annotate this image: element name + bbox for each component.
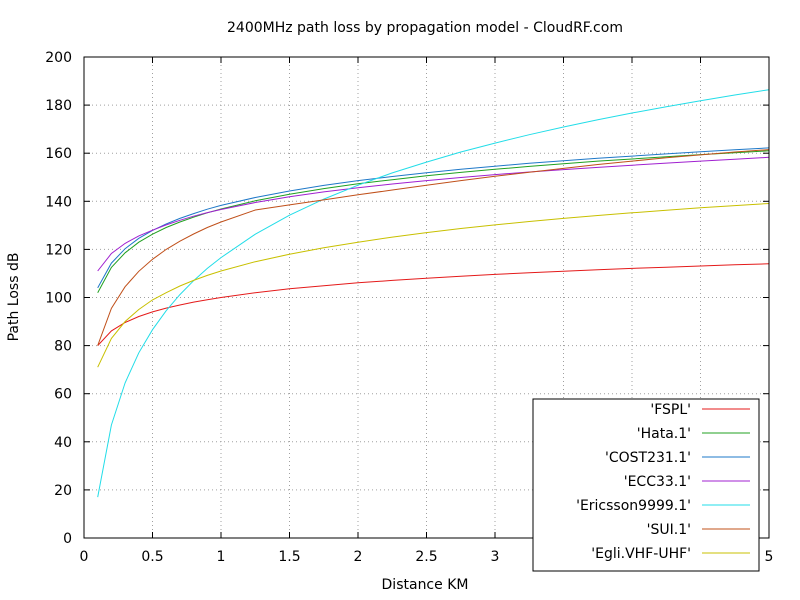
y-tick-label: 200 [45,50,72,66]
series-lines [97,89,770,498]
x-tick-label: 5 [765,549,774,565]
x-tick-label: 1 [217,549,226,565]
legend-label: 'Ericsson9999.1' [576,498,691,514]
series-line-sui-1 [97,149,770,346]
series-line-ericsson9999-1 [97,89,770,498]
y-axis-title: Path Loss dB [6,253,22,342]
y-tick-label: 20 [54,483,72,499]
legend-label: 'Egli.VHF-UHF' [591,546,691,562]
legend-label: 'FSPL' [650,402,691,418]
x-tick-label: 1.5 [278,549,300,565]
x-tick-label: 3 [491,549,500,565]
series-line-egli-vhf-uhf [97,203,770,368]
y-tick-label: 140 [45,194,72,210]
y-tick-label: 80 [54,339,72,355]
plot-frame [83,56,770,539]
legend-label: 'COST231.1' [605,450,691,466]
y-tick-label: 0 [63,531,72,547]
y-tick-label: 180 [45,98,72,114]
legend-label: 'SUI.1' [647,522,691,538]
x-tick-label: 2 [354,549,363,565]
legend-label: 'ECC33.1' [624,474,691,490]
legend-box [532,398,760,572]
legend: 'FSPL' 'Hata.1' 'COST231.1' 'ECC33.1' 'Erics… [532,398,760,572]
x-axis-title: Distance KM [382,577,469,593]
x-tick-label: 0 [80,549,89,565]
series-line-hata-1 [97,150,770,293]
y-axis: 0 20 40 60 80 100 120 140 160 180 200 [45,50,769,547]
legend-label: 'Hata.1' [637,426,691,442]
series-line-fspl [97,263,770,346]
y-tick-label: 40 [54,435,72,451]
y-tick-label: 100 [45,291,72,307]
y-tick-label: 120 [45,242,72,258]
x-tick-label: 2.5 [415,549,437,565]
chart-title: 2400MHz path loss by propagation model -… [227,20,623,36]
y-tick-label: 60 [54,387,72,403]
series-line-ecc33-1 [97,156,770,272]
x-tick-label: 0.5 [141,549,163,565]
y-tick-label: 160 [45,146,72,162]
